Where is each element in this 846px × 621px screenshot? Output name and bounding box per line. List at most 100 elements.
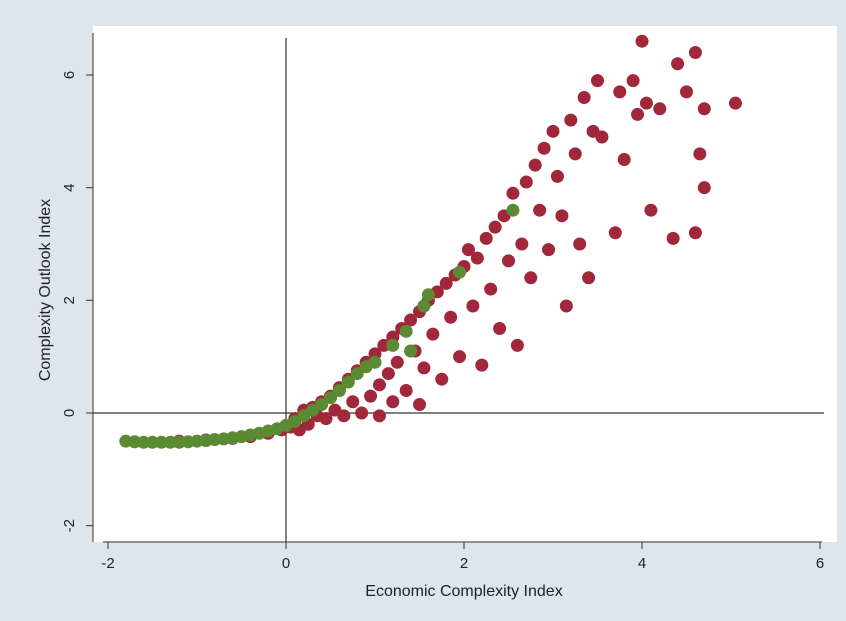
data-point xyxy=(613,85,627,99)
data-point xyxy=(506,186,520,200)
data-point xyxy=(453,265,467,279)
data-point xyxy=(372,378,386,392)
y-axis-title: Complexity Outlook Index xyxy=(37,199,54,381)
data-point xyxy=(639,96,653,110)
data-point xyxy=(146,435,159,449)
data-point xyxy=(595,130,609,144)
x-tick-label: 0 xyxy=(282,555,290,572)
data-point xyxy=(608,226,622,240)
data-point xyxy=(417,299,431,313)
data-point xyxy=(555,209,569,223)
data-point xyxy=(461,243,475,257)
data-point xyxy=(697,102,711,116)
data-point xyxy=(542,243,556,257)
data-point xyxy=(364,389,378,403)
data-point xyxy=(693,147,707,161)
y-tick-label: 0 xyxy=(61,409,78,417)
data-point xyxy=(355,406,369,420)
data-point xyxy=(466,299,480,313)
data-point xyxy=(479,231,493,245)
data-point xyxy=(728,96,742,110)
data-point xyxy=(688,226,702,240)
y-tick-label: 2 xyxy=(61,296,78,304)
data-point xyxy=(488,220,502,234)
data-point xyxy=(426,327,440,341)
data-point xyxy=(404,313,418,327)
x-tick-label: 4 xyxy=(638,555,646,572)
data-point xyxy=(546,124,560,138)
data-point xyxy=(577,91,591,105)
data-point xyxy=(502,254,515,268)
x-tick-label: 2 xyxy=(460,555,468,572)
data-point xyxy=(324,391,337,405)
data-point xyxy=(404,344,418,358)
data-point xyxy=(550,169,564,183)
data-point xyxy=(688,45,702,59)
data-point xyxy=(337,409,351,423)
data-point xyxy=(653,102,667,116)
y-tick-label: 6 xyxy=(61,71,78,79)
x-axis-title: Economic Complexity Index xyxy=(365,583,562,600)
data-point xyxy=(439,276,453,290)
data-point xyxy=(510,338,524,352)
data-point xyxy=(524,271,538,285)
data-point xyxy=(421,288,435,302)
y-tick-label: -2 xyxy=(61,519,78,532)
data-point xyxy=(568,147,582,161)
x-tick-label: -2 xyxy=(101,555,114,572)
data-point xyxy=(377,338,391,352)
data-point xyxy=(386,395,400,409)
data-point xyxy=(515,237,529,251)
data-point xyxy=(506,203,520,217)
data-point xyxy=(368,355,382,369)
data-point xyxy=(453,350,467,364)
data-point xyxy=(582,271,596,285)
data-point xyxy=(154,435,168,449)
data-point xyxy=(386,338,400,352)
data-point xyxy=(399,324,413,338)
data-point xyxy=(671,57,685,71)
data-point xyxy=(635,34,649,48)
data-point xyxy=(315,398,329,412)
data-point xyxy=(470,251,484,265)
data-point xyxy=(666,231,680,245)
data-point xyxy=(399,383,413,397)
data-point xyxy=(519,175,533,189)
data-point xyxy=(537,141,551,155)
data-point xyxy=(591,74,604,88)
data-point xyxy=(413,398,426,412)
x-tick-label: 6 xyxy=(816,555,824,572)
data-point xyxy=(137,435,151,449)
data-point xyxy=(573,237,587,251)
data-point xyxy=(350,367,364,381)
data-point xyxy=(435,372,449,386)
plot-area xyxy=(93,26,837,542)
data-point xyxy=(533,203,547,217)
data-point xyxy=(484,282,498,296)
data-point xyxy=(475,358,489,372)
data-point xyxy=(559,299,573,313)
data-point xyxy=(372,409,386,423)
data-point xyxy=(631,107,645,121)
data-point xyxy=(332,383,346,397)
data-point xyxy=(417,361,431,375)
data-point xyxy=(163,435,177,449)
data-point xyxy=(528,158,542,172)
axes: -2 0 2 4 6 -2 0 2 4 6 xyxy=(61,33,824,572)
data-point xyxy=(493,322,507,335)
data-point xyxy=(341,375,355,389)
data-point xyxy=(626,74,640,88)
data-point xyxy=(346,395,360,409)
data-point xyxy=(381,367,395,381)
data-points xyxy=(119,34,742,449)
data-point xyxy=(390,355,404,369)
y-tick-label: 4 xyxy=(61,183,78,191)
data-point xyxy=(697,181,711,195)
data-point xyxy=(444,310,458,324)
data-point xyxy=(644,203,658,217)
data-point xyxy=(617,153,631,166)
data-point xyxy=(564,113,578,127)
data-point xyxy=(680,85,693,99)
data-point xyxy=(319,412,333,426)
